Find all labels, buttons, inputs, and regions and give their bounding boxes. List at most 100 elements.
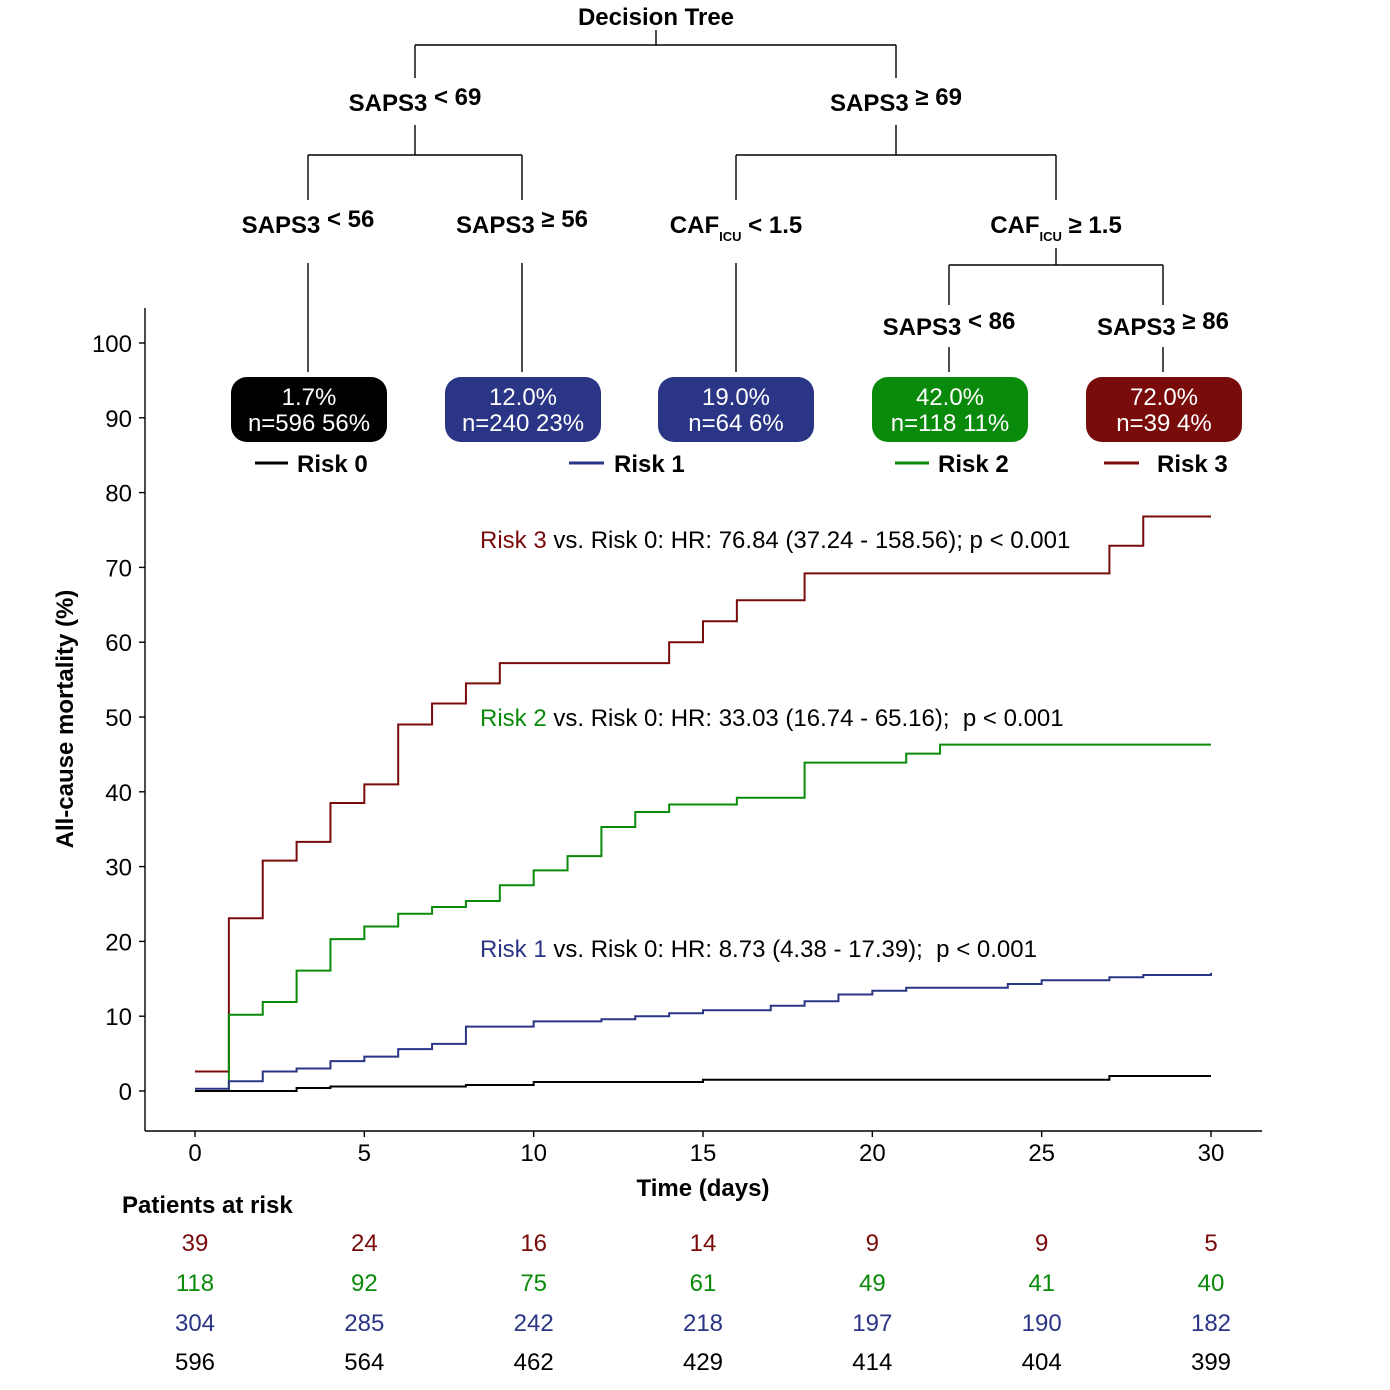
at-risk-cell: 9 [866, 1230, 879, 1257]
y-axis-ticks: 0 10 20 30 40 50 60 70 80 90 100 [92, 331, 145, 1106]
legend-item-risk2: Risk 2 [895, 451, 1009, 478]
leaf-box-0-count: n=596 56% [248, 410, 370, 437]
at-risk-cell: 41 [1028, 1270, 1055, 1297]
leaf-box-0-pct: 1.7% [282, 384, 337, 411]
leaf-box-3-pct: 42.0% [916, 384, 984, 411]
at-risk-cell: 16 [520, 1230, 547, 1257]
at-risk-cell: 9 [1035, 1230, 1048, 1257]
leaf-box-2-bg [658, 377, 814, 442]
leaf-box-3-bg [872, 377, 1028, 442]
legend-item-risk1: Risk 1 [569, 451, 685, 478]
at-risk-cell: 182 [1191, 1310, 1231, 1337]
at-risk-cell: 462 [514, 1349, 554, 1376]
x-axis-ticks: 0 5 10 15 20 25 30 [188, 1131, 1224, 1167]
legend-item-risk3: Risk 3 [1104, 451, 1228, 478]
hr-annotations: Risk 3 vs. Risk 0: HR: 76.84 (37.24 - 15… [480, 527, 1070, 963]
at-risk-cell: 197 [852, 1310, 892, 1337]
x-tick-label: 30 [1198, 1140, 1225, 1167]
leaf-box-4: 72.0% n=39 4% [1086, 377, 1242, 442]
leaf-box-0-bg [231, 377, 387, 442]
x-tick-label: 15 [690, 1140, 717, 1167]
hr-annotation-risk3-text: vs. Risk 0: HR: 76.84 (37.24 - 158.56); … [547, 527, 1071, 554]
hr-annotation-risk1: Risk 1 vs. Risk 0: HR: 8.73 (4.38 - 17.3… [480, 936, 1037, 963]
split-label-l3-1: SAPS3 ≥ 86 [1097, 308, 1229, 341]
y-tick-label: 30 [105, 855, 132, 882]
at-risk-cell: 304 [175, 1310, 215, 1337]
at-risk-cell: 14 [690, 1230, 717, 1257]
hr-annotation-risk2-text: vs. Risk 0: HR: 33.03 (16.74 - 65.16); p… [547, 705, 1064, 732]
x-axis-title: Time (days) [637, 1175, 770, 1202]
x-tick-label: 20 [859, 1140, 886, 1167]
leaf-box-1: 12.0% n=240 23% [445, 377, 601, 442]
at-risk-cell: 242 [514, 1310, 554, 1337]
split-label-l3-0: SAPS3 < 86 [883, 308, 1016, 341]
x-tick-label: 5 [358, 1140, 371, 1167]
split-label-l1-0: SAPS3 < 69 [349, 84, 482, 117]
y-tick-label: 40 [105, 780, 132, 807]
legend-label-risk0: Risk 0 [297, 451, 368, 478]
curve-risk0 [195, 1075, 1211, 1092]
y-tick-label: 10 [105, 1004, 132, 1031]
at-risk-cell: 564 [344, 1349, 384, 1376]
at-risk-cell: 118 [176, 1270, 214, 1297]
hr-annotation-risk3-name: Risk 3 [480, 527, 547, 554]
at-risk-cell: 399 [1191, 1349, 1231, 1376]
leaf-box-4-pct: 72.0% [1130, 384, 1198, 411]
legend-label-risk2: Risk 2 [938, 451, 1009, 478]
split-label-l2-0: SAPS3 < 56 [242, 206, 375, 239]
leaf-box-2-pct: 19.0% [702, 384, 770, 411]
y-tick-label: 60 [105, 630, 132, 657]
at-risk-table: 39 24 16 14 9 9 5 118 92 75 61 49 41 40 304 285 242 218 19… [175, 1230, 1231, 1376]
split-label-l1-1: SAPS3 ≥ 69 [830, 84, 962, 117]
at-risk-cell: 285 [344, 1310, 384, 1337]
curve-risk3 [195, 515, 1211, 1073]
at-risk-cell: 596 [175, 1349, 215, 1376]
split-label-l2-1: SAPS3 ≥ 56 [456, 206, 588, 239]
hr-annotation-risk2-name: Risk 2 [480, 705, 547, 732]
y-axis-title: All-cause mortality (%) [52, 590, 79, 849]
leaf-box-2: 19.0% n=64 6% [658, 377, 814, 442]
y-tick-label: 20 [105, 929, 132, 956]
y-tick-label: 80 [105, 481, 132, 508]
x-tick-label: 25 [1028, 1140, 1055, 1167]
leaf-box-3-count: n=118 11% [891, 410, 1010, 437]
hr-annotation-risk1-name: Risk 1 [480, 936, 547, 963]
decision-tree [307, 30, 1164, 372]
leaf-box-1-count: n=240 23% [462, 410, 584, 437]
legend-item-risk0: Risk 0 [255, 451, 368, 478]
leaf-box-0: 1.7% n=596 56% [231, 377, 387, 442]
at-risk-title: Patients at risk [122, 1192, 293, 1219]
x-tick-label: 0 [188, 1140, 201, 1167]
split-label-l2-2: CAFICU < 1.5 [670, 212, 802, 244]
leaf-box-4-count: n=39 4% [1116, 410, 1211, 437]
tree-labels: Decision Tree SAPS3 < 69 SAPS3 ≥ 69 SAPS… [242, 4, 1229, 341]
leaf-box-3: 42.0% n=118 11% [872, 377, 1028, 442]
leaf-box-2-count: n=64 6% [688, 410, 783, 437]
mortality-curves [195, 515, 1212, 1092]
curve-risk2 [195, 743, 1211, 1092]
hr-annotation-risk3: Risk 3 vs. Risk 0: HR: 76.84 (37.24 - 15… [480, 527, 1070, 554]
hr-annotation-risk1-text: vs. Risk 0: HR: 8.73 (4.38 - 17.39); p <… [547, 936, 1037, 963]
at-risk-cell: 75 [520, 1270, 547, 1297]
legend-label-risk1: Risk 1 [614, 451, 685, 478]
at-risk-cell: 404 [1022, 1349, 1062, 1376]
at-risk-cell: 429 [683, 1349, 723, 1376]
x-tick-label: 10 [520, 1140, 547, 1167]
at-risk-cell: 414 [852, 1349, 892, 1376]
at-risk-cell: 218 [683, 1310, 723, 1337]
leaf-box-1-bg [445, 377, 601, 442]
y-tick-label: 0 [119, 1079, 132, 1106]
at-risk-cell: 190 [1022, 1310, 1062, 1337]
at-risk-cell: 40 [1198, 1270, 1225, 1297]
at-risk-cell: 92 [351, 1270, 378, 1297]
at-risk-cell: 61 [690, 1270, 717, 1297]
leaf-box-4-bg [1086, 377, 1242, 442]
split-label-l2-3: CAFICU ≥ 1.5 [990, 212, 1122, 244]
y-tick-label: 90 [105, 406, 132, 433]
at-risk-cell: 39 [182, 1230, 209, 1257]
at-risk-cell: 24 [351, 1230, 378, 1257]
curve-risk1 [195, 972, 1212, 1090]
y-tick-label: 100 [92, 331, 132, 358]
hr-annotation-risk2: Risk 2 vs. Risk 0: HR: 33.03 (16.74 - 65… [480, 705, 1064, 732]
